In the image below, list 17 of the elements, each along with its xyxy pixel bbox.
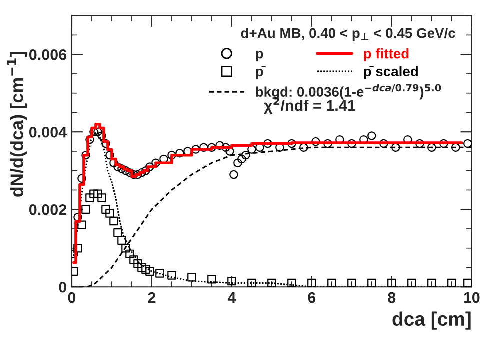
text: d+Au MB, 0.40 < p$_{⊥}$ < 0.45 GeV/c: [241, 28, 456, 41]
x-tick-label: 4: [228, 292, 236, 304]
y-tick-label: 0: [59, 282, 66, 293]
x-tick-label: 2: [148, 292, 156, 304]
y-axis-title: dN/d(dca) [cm$^{−1}$]: [7, 52, 28, 197]
legend-label: p fitted: [364, 48, 409, 62]
legend-label: p: [256, 51, 264, 62]
x-tick-label: 6: [308, 292, 316, 304]
y-tick-label: 0.002: [29, 204, 66, 216]
y-tick-label: 0.004: [29, 126, 68, 138]
legend-label: p̄: [256, 66, 266, 80]
x-tick-label: 0: [68, 292, 76, 304]
x-tick-label: 8: [388, 292, 396, 304]
x-axis-title: dca [cm]: [392, 312, 471, 330]
y-tick-label: 0.006: [29, 49, 67, 60]
legend-label: p̄ scaled: [364, 66, 418, 80]
x-tick-label: 10: [464, 292, 480, 304]
